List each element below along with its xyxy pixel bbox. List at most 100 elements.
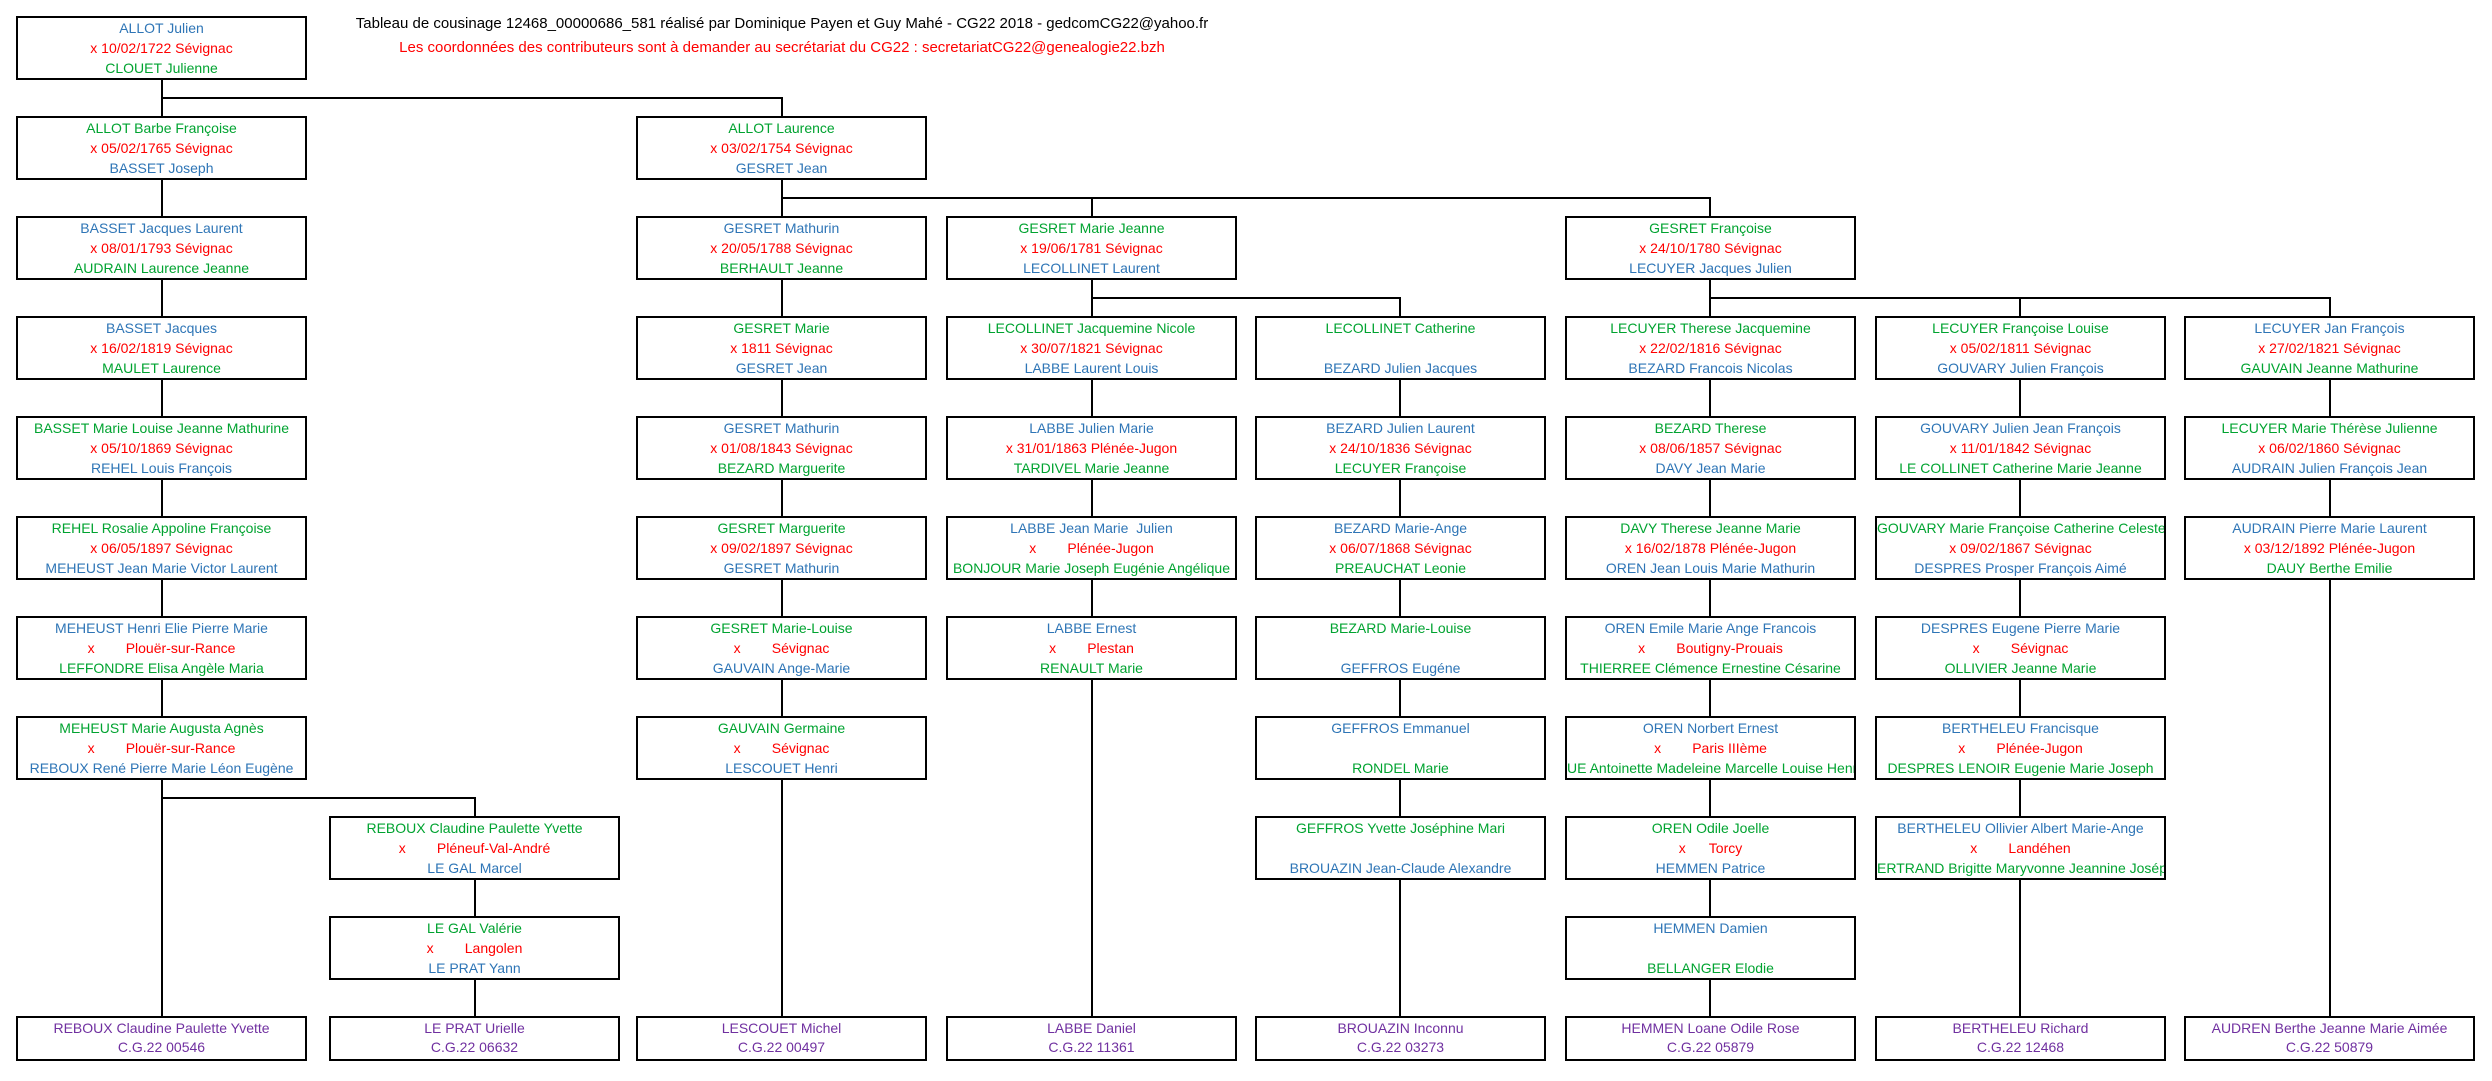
- person-box-labbe-ernest: LABBE Ernest x Plestan RENAULT Marie: [946, 616, 1237, 680]
- marriage-info: [1257, 838, 1544, 858]
- spouse-name: HEMMEN Patrice: [1655, 860, 1766, 876]
- connector-line: [781, 280, 783, 316]
- connector-line: [2019, 580, 2021, 616]
- person-name: GESRET Mathurin: [723, 220, 840, 236]
- person-name: GESRET Françoise: [1649, 220, 1772, 236]
- result-name: AUDREN Berthe Jeanne Marie Aimée: [2211, 1020, 2448, 1036]
- person-name: BERTHELEU Francisque: [1942, 720, 2099, 736]
- spouse-name: GESRET Jean: [735, 160, 828, 176]
- result-name: BROUAZIN Inconnu: [1337, 1020, 1464, 1036]
- result-box-audren: AUDREN Berthe Jeanne Marie Aimée C.G.22 …: [2184, 1016, 2475, 1061]
- spouse-name: REBOUX René Pierre Marie Léon Eugène: [29, 760, 294, 776]
- result-code: C.G.22 05879: [1666, 1039, 1755, 1055]
- spouse-name: RENAULT Marie: [1040, 660, 1143, 676]
- person-box-basset-jacques-laurent: BASSET Jacques Laurent x 08/01/1793 Sévi…: [16, 216, 307, 280]
- person-box-lecuyer-marie-therese: LECUYER Marie Thérèse Julienne x 06/02/1…: [2184, 416, 2475, 480]
- connector-line: [474, 880, 476, 916]
- connector-line: [2329, 380, 2331, 416]
- result-name: HEMMEN Loane Odile Rose: [1621, 1020, 1800, 1036]
- person-name: HEMMEN Damien: [1653, 920, 1768, 936]
- connector-line: [1091, 380, 1093, 416]
- person-box-basset-jacques: BASSET Jacques x 16/02/1819 Sévignac MAU…: [16, 316, 307, 380]
- person-name: ALLOT Barbe Françoise: [86, 120, 237, 136]
- connector-line: [2019, 380, 2021, 416]
- connector-line: [474, 980, 476, 1016]
- connector-line: [2329, 580, 2331, 1016]
- connector-line: [1399, 880, 1401, 1016]
- person-box-gouvary-marie: GOUVARY Marie Françoise Catherine Celest…: [1875, 516, 2166, 580]
- marriage-info: x 09/02/1897 Sévignac: [710, 540, 853, 556]
- marriage-info: x 09/02/1867 Sévignac: [1949, 540, 2092, 556]
- person-box-gesret-mathurin-1: GESRET Mathurin x 20/05/1788 Sévignac BE…: [636, 216, 927, 280]
- marriage-info: [1257, 738, 1544, 758]
- result-name: LE PRAT Urielle: [424, 1020, 525, 1036]
- marriage-info: x 1811 Sévignac: [730, 340, 833, 356]
- spouse-name: LECUYER Françoise: [1334, 460, 1467, 476]
- person-box-davy-therese: DAVY Therese Jeanne Marie x 16/02/1878 P…: [1565, 516, 1856, 580]
- spouse-name: PREAUCHAT Leonie: [1335, 560, 1466, 576]
- connector-line: [474, 797, 476, 816]
- result-code: C.G.22 03273: [1356, 1039, 1445, 1055]
- result-name: LESCOUET Michel: [721, 1020, 842, 1036]
- person-box-bertheleu-ollivier: BERTHELEU Ollivier Albert Marie-Ange x L…: [1875, 816, 2166, 880]
- person-box-gesret-marie-jeanne: GESRET Marie Jeanne x 19/06/1781 Sévigna…: [946, 216, 1237, 280]
- person-name: BEZARD Marie-Ange: [1333, 520, 1468, 536]
- person-box-gesret-francoise: GESRET Françoise x 24/10/1780 Sévignac L…: [1565, 216, 1856, 280]
- person-box-labbe-julien-marie: LABBE Julien Marie x 31/01/1863 Plénée-J…: [946, 416, 1237, 480]
- marriage-info: x 08/06/1857 Sévignac: [1639, 440, 1782, 456]
- person-name: MEHEUST Marie Augusta Agnès: [59, 720, 264, 736]
- connector-line: [781, 580, 783, 616]
- person-name: ALLOT Julien: [119, 20, 204, 36]
- person-box-labbe-jean-marie: LABBE Jean Marie Julien x Plénée-Jugon B…: [946, 516, 1237, 580]
- person-name: OREN Emile Marie Ange Francois: [1604, 620, 1817, 636]
- person-box-bezard-marie-louise: BEZARD Marie-Louise GEFFROS Eugéne: [1255, 616, 1546, 680]
- connector-line: [781, 480, 783, 516]
- marriage-info: x 27/02/1821 Sévignac: [2258, 340, 2401, 356]
- marriage-info: x 03/02/1754 Sévignac: [710, 140, 853, 156]
- person-name: BASSET Jacques: [105, 320, 218, 336]
- person-box-geffros-yvette: GEFFROS Yvette Joséphine Mari BROUAZIN J…: [1255, 816, 1546, 880]
- person-box-geffros-emmanuel: GEFFROS Emmanuel RONDEL Marie: [1255, 716, 1546, 780]
- person-box-meheust-henri: MEHEUST Henri Elie Pierre Marie x Plouër…: [16, 616, 307, 680]
- person-name: MEHEUST Henri Elie Pierre Marie: [55, 620, 268, 636]
- spouse-name: DESPRES LENOIR Eugenie Marie Joseph: [1887, 760, 2154, 776]
- person-name: LABBE Julien Marie: [1029, 420, 1154, 436]
- spouse-name: BERHAULT Jeanne: [719, 260, 844, 276]
- spouse-name: THIERREE Clémence Ernestine Césarine: [1580, 660, 1841, 676]
- marriage-info: x 06/05/1897 Sévignac: [90, 540, 233, 556]
- connector-line: [1399, 580, 1401, 616]
- person-box-gesret-marie: GESRET Marie x 1811 Sévignac GESRET Jean: [636, 316, 927, 380]
- person-box-lecollinet-jacquemine: LECOLLINET Jacquemine Nicole x 30/07/182…: [946, 316, 1237, 380]
- result-name: BERTHELEU Richard: [1952, 1020, 2089, 1036]
- result-code: C.G.22 12468: [1976, 1039, 2065, 1055]
- marriage-info: x 16/02/1819 Sévignac: [90, 340, 233, 356]
- person-box-gesret-marie-louise: GESRET Marie-Louise x Sévignac GAUVAIN A…: [636, 616, 927, 680]
- spouse-name: LE GAL Marcel: [427, 860, 522, 876]
- spouse-name: LECUYER Jacques Julien: [1629, 260, 1792, 276]
- connector-line: [781, 680, 783, 716]
- marriage-info: [1257, 338, 1544, 358]
- person-name: GOUVARY Julien Jean François: [1920, 420, 2121, 436]
- person-name: BERTHELEU Ollivier Albert Marie-Ange: [1897, 820, 2144, 836]
- connector-line: [1091, 280, 1093, 316]
- connector-line: [781, 97, 783, 116]
- page-subtitle: Les coordonnées des contributeurs sont à…: [399, 39, 1165, 56]
- connector-line: [2019, 680, 2021, 716]
- connector-line: [1399, 297, 1401, 316]
- spouse-name: BONJOUR Marie Joseph Eugénie Angélique: [952, 560, 1231, 576]
- marriage-info: x 05/02/1811 Sévignac: [1949, 340, 2092, 356]
- marriage-info: x 22/02/1816 Sévignac: [1639, 340, 1782, 356]
- connector-line: [1709, 680, 1711, 716]
- result-code: C.G.22 06632: [430, 1039, 519, 1055]
- spouse-name: LEFFONDRE Elisa Angèle Maria: [59, 660, 264, 676]
- result-name: LABBE Daniel: [1047, 1020, 1136, 1036]
- person-name: ALLOT Laurence: [728, 120, 835, 136]
- person-name: AUDRAIN Pierre Marie Laurent: [2232, 520, 2427, 536]
- chart-header: Tableau de cousinage 12468_00000686_581 …: [256, 12, 1308, 60]
- marriage-info: x Plénée-Jugon: [1029, 540, 1154, 556]
- connector-line: [1709, 197, 1711, 216]
- person-name: LABBE Jean Marie Julien: [1010, 520, 1173, 536]
- person-box-lecuyer-jan: LECUYER Jan François x 27/02/1821 Sévign…: [2184, 316, 2475, 380]
- marriage-info: x Plestan: [1049, 640, 1134, 656]
- marriage-info: x 05/10/1869 Sévignac: [90, 440, 233, 456]
